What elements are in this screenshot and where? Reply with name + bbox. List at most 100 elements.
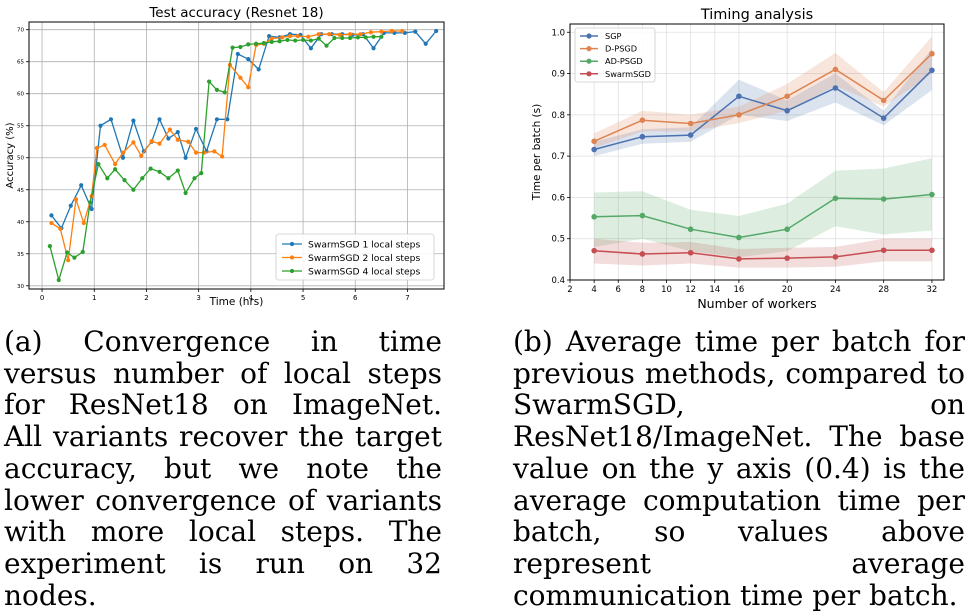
caption-b: (b) Average time per batch for previous …	[513, 325, 965, 612]
series-line	[594, 193, 932, 239]
series-line	[51, 30, 403, 261]
data-point	[784, 107, 790, 114]
data-point	[736, 256, 742, 262]
data-point	[316, 36, 321, 41]
data-point	[736, 234, 742, 241]
data-point	[687, 132, 694, 138]
data-point	[287, 33, 293, 39]
data-point	[639, 133, 646, 140]
y-tick-label: 35	[17, 252, 24, 258]
data-point	[400, 28, 405, 34]
legend-label: SwarmSGD 4 local steps	[308, 266, 420, 277]
data-point	[220, 154, 225, 159]
data-point	[327, 32, 332, 37]
x-tick-label: 7	[405, 294, 409, 302]
y-tick-label: 50	[17, 156, 24, 162]
data-point	[79, 183, 84, 188]
data-point	[363, 35, 368, 40]
x-tick-label: 6	[616, 285, 621, 295]
data-point	[49, 213, 54, 218]
data-point	[591, 146, 597, 153]
data-point	[108, 117, 114, 122]
y-tick-label: 65	[17, 60, 24, 66]
data-point	[929, 67, 935, 74]
data-point	[113, 167, 118, 172]
data-point	[56, 277, 61, 283]
x-tick-label: 4	[249, 294, 254, 302]
data-point	[47, 244, 52, 249]
data-point	[639, 251, 646, 257]
data-point	[102, 142, 107, 148]
data-point	[166, 136, 171, 141]
data-point	[199, 171, 204, 176]
data-point	[337, 32, 342, 37]
data-point	[246, 57, 251, 62]
data-point	[131, 140, 136, 145]
x-axis-label: Time (hrs)	[209, 296, 264, 308]
data-point	[687, 120, 694, 127]
data-point	[212, 149, 217, 154]
data-point	[120, 155, 126, 160]
data-point	[371, 46, 376, 51]
legend-label: SGP	[605, 31, 622, 41]
data-point	[347, 35, 353, 41]
y-tick-label: 0.9	[551, 70, 565, 80]
legend-box	[275, 233, 435, 281]
data-point	[73, 197, 79, 202]
data-point	[120, 150, 126, 155]
data-point	[186, 139, 191, 144]
data-point	[929, 191, 935, 198]
data-point	[166, 176, 171, 181]
data-point	[324, 43, 329, 48]
data-point	[214, 117, 220, 122]
chart-title: Timing analysis	[700, 7, 813, 23]
legend-box	[574, 27, 656, 83]
y-tick-label: 55	[17, 124, 24, 130]
data-point	[105, 176, 110, 181]
y-tick-label: 0.7	[551, 152, 565, 162]
data-point	[230, 45, 235, 50]
data-point	[131, 187, 136, 192]
data-point	[96, 162, 101, 167]
y-tick-label: 45	[17, 188, 24, 194]
x-tick-label: 2	[144, 294, 148, 302]
y-tick-label: 0.4	[551, 276, 565, 286]
data-point	[261, 41, 267, 46]
data-point	[736, 93, 742, 100]
data-point	[269, 36, 274, 41]
data-point	[300, 37, 306, 43]
x-tick-label: 24	[830, 285, 841, 295]
x-tick-label: 2	[567, 285, 572, 295]
legend-marker	[586, 71, 592, 77]
data-point	[157, 169, 162, 174]
x-tick-label: 28	[878, 285, 889, 295]
data-point	[306, 34, 311, 39]
data-point	[591, 247, 597, 254]
data-point	[639, 212, 646, 219]
confidence-band	[594, 48, 932, 157]
x-tick-label: 12	[685, 285, 696, 295]
data-point	[379, 34, 384, 39]
data-point	[193, 126, 199, 132]
data-point	[736, 112, 742, 118]
data-point	[122, 178, 127, 183]
data-point	[929, 247, 935, 254]
x-tick-label: 14	[709, 285, 720, 295]
data-point	[316, 32, 321, 37]
data-point	[355, 35, 360, 40]
data-point	[267, 33, 272, 39]
x-tick-label: 16	[733, 285, 744, 295]
data-point	[246, 85, 251, 90]
data-point	[214, 87, 220, 92]
data-point	[285, 37, 290, 43]
data-point	[175, 168, 180, 173]
data-point	[139, 153, 144, 158]
data-point	[193, 150, 199, 155]
data-point	[89, 206, 94, 212]
data-point	[58, 226, 63, 231]
data-point	[149, 138, 154, 144]
data-point	[340, 35, 345, 41]
data-point	[253, 41, 259, 46]
data-point	[269, 39, 274, 44]
